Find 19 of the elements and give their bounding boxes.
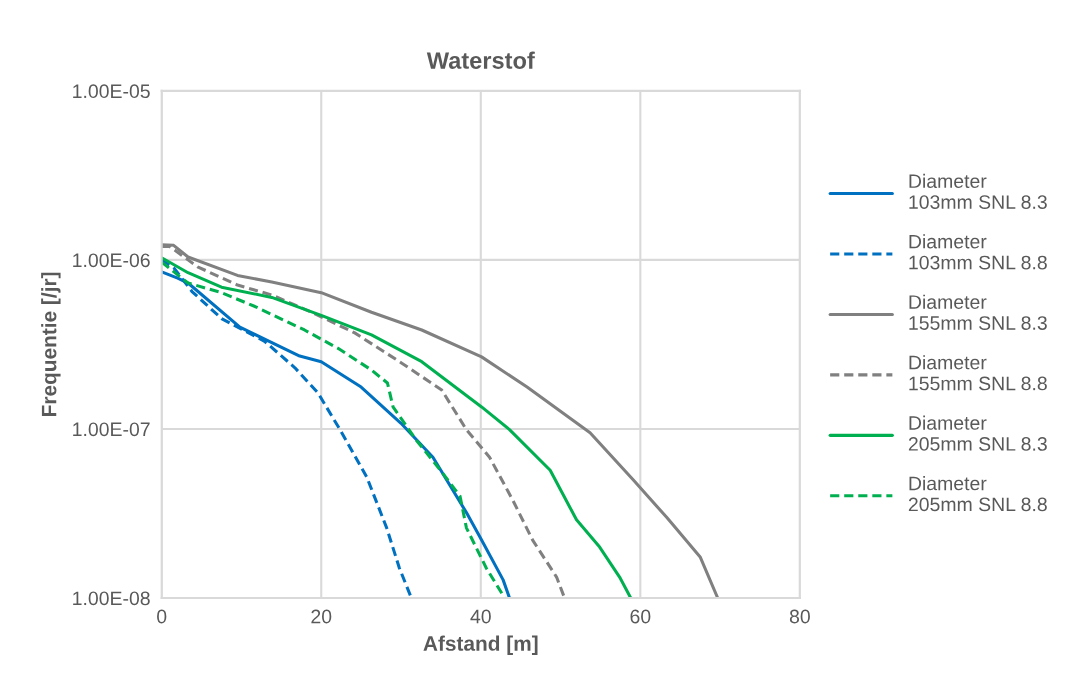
y-tick-label: 1.00E-06 [73,253,150,268]
y-tick-label: 1.00E-08 [73,591,150,606]
x-tick-label: 80 [789,609,810,624]
y-tick-label: 1.00E-05 [73,84,150,99]
legend-label: Diameter 103mm SNL 8.8 [909,234,1047,270]
x-tick-label: 0 [157,609,167,624]
legend-label: Diameter 205mm SNL 8.3 [908,415,1047,451]
x-axis-title: Afstand [m] [423,635,538,655]
y-tick-label: 1.00E-07 [73,422,150,437]
x-tick-label: 40 [470,609,491,624]
x-tick-label: 60 [630,609,651,624]
chart-title: Waterstof [426,51,535,69]
legend-label: Diameter 155mm SNL 8.3 [909,294,1047,330]
legend-label: Diameter 155mm SNL 8.8 [909,355,1047,391]
legend-label: Diameter 205mm SNL 8.8 [908,476,1047,512]
line-series [161,256,633,598]
y-axis-title: Frequentie [/jr] [41,272,61,416]
x-tick-label: 20 [311,609,332,624]
legend-label: Diameter 103mm SNL 8.3 [909,173,1047,209]
